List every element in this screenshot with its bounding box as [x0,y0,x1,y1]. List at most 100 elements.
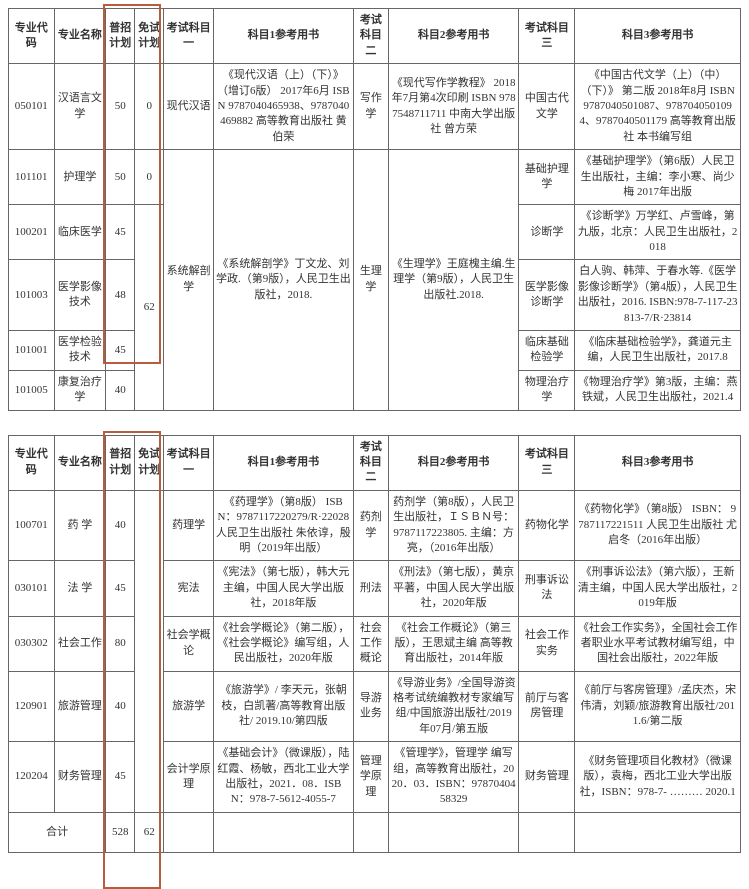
cell-empty [164,812,214,852]
cell-name: 医学影像技术 [54,260,106,331]
cell-ref3: 《刑事诉讼法》（第六版），王新清主编，中国人民大学出版社，2019年版 [575,561,741,616]
cell-plan-p: 50 [106,64,135,150]
cell-plan-p: 45 [106,742,135,813]
cell-plan-p: 48 [106,260,135,331]
cell-ref2-merged: 《生理学》王庭槐主编.生理学（第9版），人民卫生出版社.2018. [388,150,518,410]
table-row: 120901 旅游管理 40 旅游学 《旅游学》/ 李天元，张朝枝，白凯著/高等… [9,671,741,742]
cell-ref1: 《药理学》（第8版） ISBN：9787117220279/R·22028 人民… [213,490,353,561]
cell-ref2: 《现代写作学教程》 2018年7月第4次印刷 ISBN 978754871171… [388,64,518,150]
cell-ref3: 《药物化学》（第8版） ISBN： 9787117221511 人民卫生出版社 … [575,490,741,561]
cell-name: 康复治疗学 [54,370,106,410]
header-ref2: 科目2参考用书 [388,435,518,490]
cell-name: 财务管理 [54,742,106,813]
cell-name: 社会工作 [54,616,106,671]
cell-plan-p: 40 [106,490,135,561]
header-exam1: 考试科目一 [164,9,214,64]
cell-exam1: 宪法 [164,561,214,616]
cell-exam3: 刑事诉讼法 [519,561,575,616]
cell-name: 临床医学 [54,205,106,260]
cell-exam1: 会计学原理 [164,742,214,813]
cell-plan-m: 0 [135,64,164,150]
header-name: 专业名称 [54,435,106,490]
cell-code: 100701 [9,490,55,561]
cell-code: 030101 [9,561,55,616]
cell-ref1: 《社会学概论》（第二版），《社会学概论》编写组，人民出版社，2020年版 [213,616,353,671]
cell-plan-p: 80 [106,616,135,671]
cell-exam3: 前厅与客房管理 [519,671,575,742]
table-2-wrap: 专业代码 专业名称 普招计划 免试计划 考试科目一 科目1参考用书 考试科目二 … [8,435,741,853]
header-exam1: 考试科目一 [164,435,214,490]
cell-ref1: 《现代汉语（上）（下）》（增订6版） 2017年6月 ISBN 97870404… [213,64,353,150]
cell-exam1-merged: 系统解剖学 [164,150,214,410]
course-table-1: 专业代码 专业名称 普招计划 免试计划 考试科目一 科目1参考用书 考试科目二 … [8,8,741,411]
header-exam2: 考试科目二 [353,435,388,490]
cell-exam2: 写作学 [353,64,388,150]
table-row: 030302 社会工作 80 社会学概论 《社会学概论》（第二版），《社会学概论… [9,616,741,671]
cell-name: 法 学 [54,561,106,616]
table-row: 050101 汉语言文学 50 0 现代汉语 《现代汉语（上）（下）》（增订6版… [9,64,741,150]
cell-code: 120901 [9,671,55,742]
cell-plan-p: 40 [106,370,135,410]
header-code: 专业代码 [9,9,55,64]
cell-plan-m: 0 [135,150,164,205]
table-header-row: 专业代码 专业名称 普招计划 免试计划 考试科目一 科目1参考用书 考试科目二 … [9,9,741,64]
header-exam3: 考试科目三 [519,9,575,64]
cell-ref3: 《物理治疗学》第3版，主编：燕铁斌，人民卫生出版社，2021.4 [575,370,741,410]
cell-exam2: 管理学原理 [353,742,388,813]
cell-exam3: 诊断学 [519,205,575,260]
cell-plan-m-merged: 62 [135,205,164,410]
cell-ref3: 《前厅与客房管理》/孟庆杰，宋伟清，刘颖/旅游教育出版社/2011.6/第二版 [575,671,741,742]
cell-plan-p: 50 [106,150,135,205]
cell-name: 医学检验技术 [54,331,106,371]
header-ref3: 科目3参考用书 [575,435,741,490]
cell-ref1: 《基础会计》（微课版），陆红霞、杨敏，西北工业大学出版社，2021．08．ISB… [213,742,353,813]
cell-ref1: 《宪法》（第七版），韩大元主编，中国人民大学出版社，2018年版 [213,561,353,616]
cell-ref2: 《刑法》（第七版），黄京平著，中国人民大学出版社，2020年版 [388,561,518,616]
table-row: 100701 药 学 40 药理学 《药理学》（第8版） ISBN：978711… [9,490,741,561]
cell-ref1: 《旅游学》/ 李天元，张朝枝，白凯著/高等教育出版社/ 2019.10/第四版 [213,671,353,742]
cell-exam2: 刑法 [353,561,388,616]
header-code: 专业代码 [9,435,55,490]
cell-code: 101101 [9,150,55,205]
cell-total-label: 合计 [9,812,106,852]
cell-empty [519,812,575,852]
cell-code: 050101 [9,64,55,150]
cell-code: 101003 [9,260,55,331]
cell-exam2-merged: 生理学 [353,150,388,410]
cell-exam3: 财务管理 [519,742,575,813]
cell-ref1-merged: 《系统解剖学》丁文龙、刘学政.（第9版），人民卫生出版社，2018. [213,150,353,410]
table-row: 101101 护理学 50 0 系统解剖学 《系统解剖学》丁文龙、刘学政.（第9… [9,150,741,205]
cell-ref3: 《诊断学》万学红、卢雪峰，第九版，北京：人民卫生出版社，2018 [575,205,741,260]
cell-exam3: 物理治疗学 [519,370,575,410]
cell-name: 药 学 [54,490,106,561]
cell-total-plan-m: 62 [135,812,164,852]
header-ref1: 科目1参考用书 [213,435,353,490]
cell-code: 030302 [9,616,55,671]
cell-exam3: 医学影像诊断学 [519,260,575,331]
cell-ref2: 《导游业务》/全国导游资格考试统编教材专家编写组/中国旅游出版社/2019年07… [388,671,518,742]
header-ref3: 科目3参考用书 [575,9,741,64]
course-table-2: 专业代码 专业名称 普招计划 免试计划 考试科目一 科目1参考用书 考试科目二 … [8,435,741,853]
cell-total-plan-p: 528 [106,812,135,852]
cell-exam3: 中国古代文学 [519,64,575,150]
cell-ref3: 《临床基础检验学》，龚道元主编，人民卫生出版社，2017.8 [575,331,741,371]
table-header-row: 专业代码 专业名称 普招计划 免试计划 考试科目一 科目1参考用书 考试科目二 … [9,435,741,490]
cell-exam3: 临床基础检验学 [519,331,575,371]
header-ref2: 科目2参考用书 [388,9,518,64]
cell-ref3: 《中国古代文学（上）（中）（下）》 第二版 2018年8月 ISBN 97870… [575,64,741,150]
cell-exam1: 药理学 [164,490,214,561]
cell-exam3: 社会工作实务 [519,616,575,671]
cell-ref3: 白人驹、韩萍、于春水等.《医学影像诊断学》（第4版），人民卫生出版社，2016.… [575,260,741,331]
table-total-row: 合计 528 62 [9,812,741,852]
cell-ref2: 药剂学（第8版），人民卫生出版社，ＩＳＢＮ号：9787117223805. 主编… [388,490,518,561]
header-plan-p: 普招计划 [106,9,135,64]
cell-code: 101005 [9,370,55,410]
header-name: 专业名称 [54,9,106,64]
header-plan-m: 免试计划 [135,9,164,64]
cell-empty [213,812,353,852]
header-plan-p: 普招计划 [106,435,135,490]
cell-ref3: 《基础护理学》（第6版）人民卫生出版社，主编：李小寒、尚少梅 2017年出版 [575,150,741,205]
cell-empty [353,812,388,852]
cell-exam1: 旅游学 [164,671,214,742]
cell-ref3: 《社会工作实务》，全国社会工作者职业水平考试教材编写组，中国社会出版社，2022… [575,616,741,671]
